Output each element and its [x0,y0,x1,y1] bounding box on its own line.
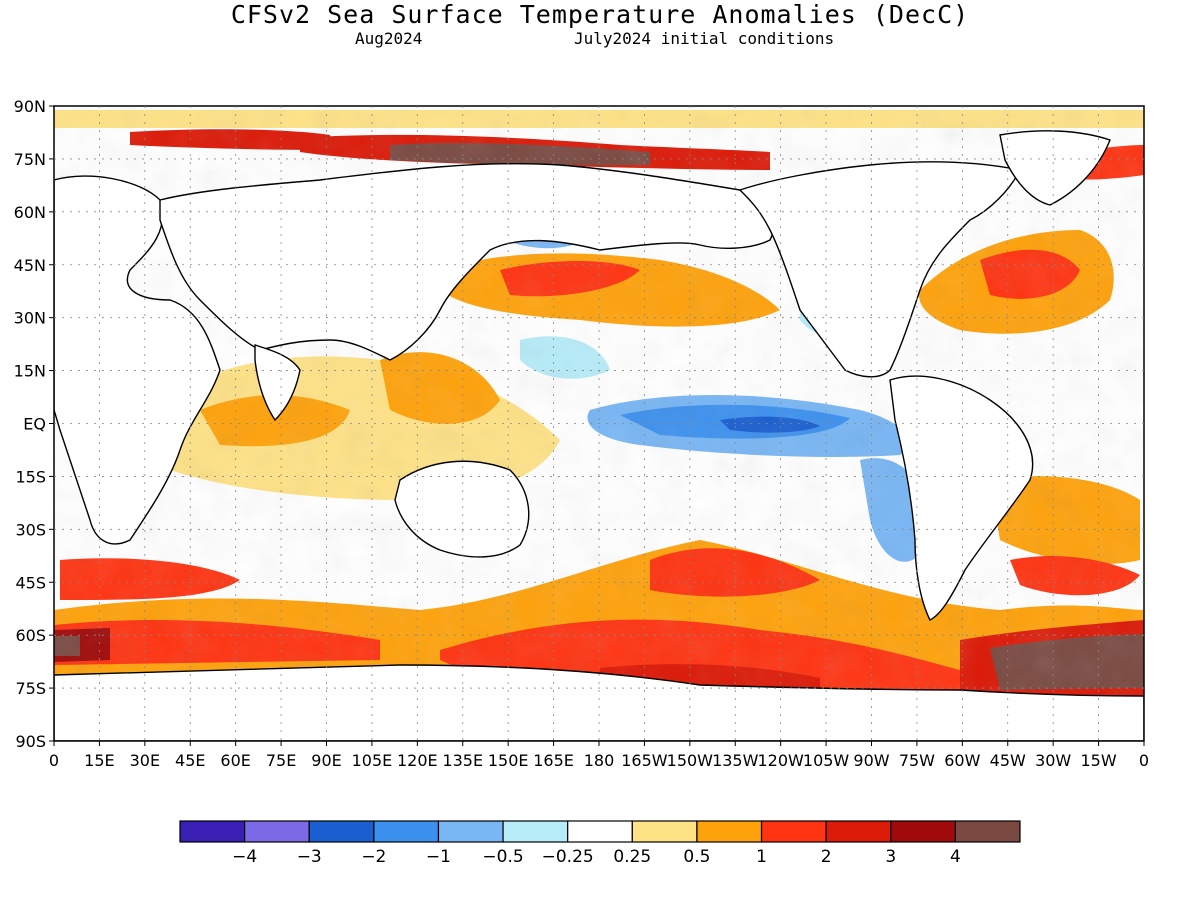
lon-label: 165W [621,751,668,770]
lon-label: 120W [757,751,804,770]
colorbar-label: 2 [821,847,832,867]
colorbar-label: 3 [885,847,896,867]
latitude-labels: 90N 75N 60N 45N 30N 15N EQ 15S 30S 45S 60S 75S 90S [14,97,46,751]
colorbar-swatch [825,820,892,843]
init-conditions-label: July2024 initial conditions [574,29,835,48]
colorbar-swatch [954,820,1021,843]
lon-label: 0 [49,751,59,770]
colorbar-label: 1 [756,847,767,867]
lon-label: 30E [130,751,160,770]
lat-label: 45N [14,256,46,275]
lon-label: 105E [352,751,393,770]
lat-label: 90N [14,97,46,116]
colorbar: −4 −3 −2 −1 −0.5 −0.25 0.25 0.5 1 2 3 4 [179,820,1021,867]
lon-label: 0 [1139,751,1149,770]
lon-label: 75E [266,751,296,770]
lon-label: 60E [220,751,250,770]
lon-label: 135W [712,751,759,770]
colorbar-swatch [502,820,569,843]
lon-label: 45W [990,751,1026,770]
lat-label: 90S [15,732,46,751]
longitude-labels: 0 15E 30E 45E 60E 75E 90E 105E 120E 135E 150E 165E 1… [49,751,1149,770]
lon-label: 45E [175,751,205,770]
valid-month-label: Aug2024 [355,29,423,48]
colorbar-label: −2 [361,847,386,867]
lon-label: 120E [397,751,438,770]
colorbar-swatch [890,820,956,843]
lat-label: 15N [14,362,46,381]
colorbar-swatch [760,820,827,843]
lon-label: 90W [853,751,889,770]
colorbar-swatch [244,820,310,843]
lat-label: 45S [15,573,46,592]
map-title: CFSv2 Sea Surface Temperature Anomalies … [230,0,970,29]
lon-label: 60W [944,751,980,770]
colorbar-label: −3 [297,847,322,867]
colorbar-label: 0.25 [613,847,651,867]
colorbar-swatch [373,820,440,843]
lon-label: 30W [1035,751,1071,770]
colorbar-swatch [179,820,246,843]
lon-label: 15E [84,751,114,770]
colorbar-swatch [631,820,698,843]
lat-label: 15S [15,467,46,486]
colorbar-swatch [567,820,633,843]
lon-label: 90E [311,751,341,770]
colorbar-label: −4 [232,847,257,867]
lon-label: 105W [803,751,850,770]
lon-label: 180 [584,751,615,770]
lon-label: 165E [533,751,574,770]
lat-label: 60S [15,626,46,645]
lat-label: 75S [15,679,46,698]
lat-label: 75N [14,150,46,169]
lon-label: 150E [488,751,529,770]
colorbar-swatch [437,820,504,843]
graticule [49,105,1145,746]
lon-label: 135E [442,751,483,770]
colorbar-label: −0.25 [542,847,594,867]
lon-label: 15W [1080,751,1116,770]
colorbar-swatch [696,820,763,843]
lat-label: 60N [14,203,46,222]
lat-label: EQ [23,415,46,434]
lon-label: 150W [667,751,714,770]
colorbar-label: 4 [950,847,961,867]
lat-label: 30N [14,309,46,328]
colorbar-swatch [308,820,375,843]
lat-label: 30S [15,520,46,539]
colorbar-label: −1 [426,847,451,867]
colorbar-label: 0.5 [683,847,710,867]
colorbar-label: −0.5 [482,847,523,867]
lon-label: 75W [899,751,935,770]
